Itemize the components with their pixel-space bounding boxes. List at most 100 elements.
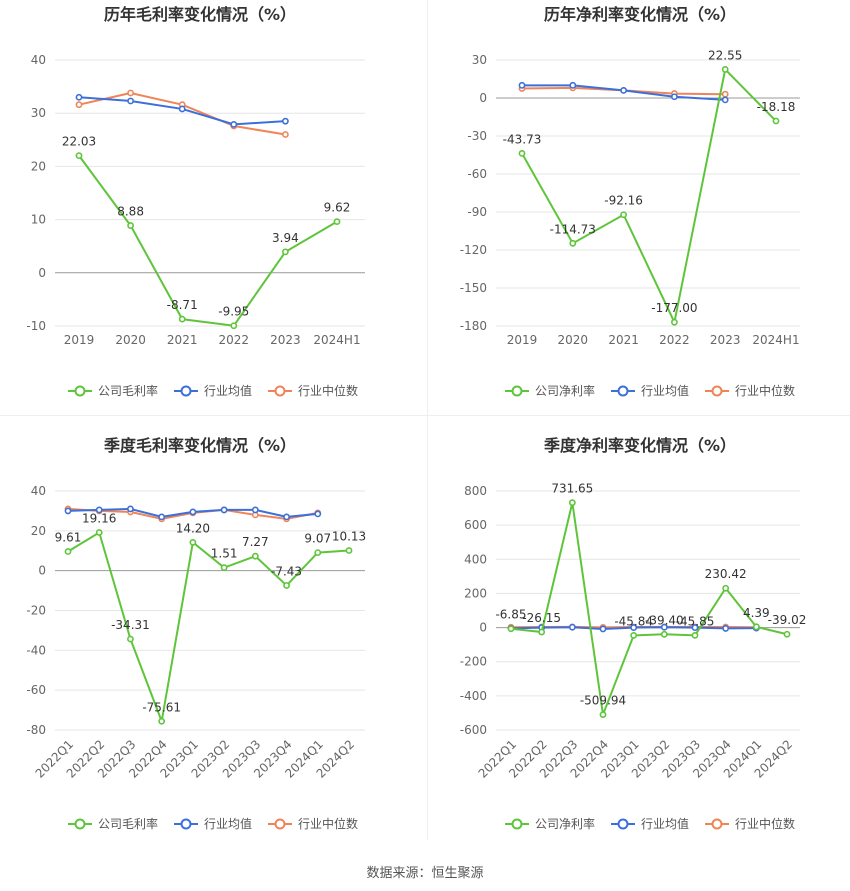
data-label: -43.73 [503,132,542,146]
data-label: 9.62 [324,201,351,215]
y-tick-label: -30 [467,129,487,143]
data-label: -8.71 [167,298,198,312]
y-tick-label: -120 [460,243,487,257]
data-label: -39.40 [645,613,684,627]
y-tick-label: -80 [26,723,46,737]
data-point-company [345,547,353,554]
data-label: -34.31 [111,618,150,632]
data-label: 8.88 [117,205,144,219]
data-point-company [178,315,186,323]
data-point-company [772,117,780,125]
data-point-company [220,564,228,572]
data-point-company [507,625,515,633]
data-label: 10.13 [332,529,366,543]
data-point-avg [671,93,678,101]
legend-label: 行业均值 [641,816,689,831]
x-tick-label: 2023 [270,333,301,347]
data-label: -9.95 [218,305,249,319]
data-point-avg [75,93,83,101]
x-tick-label: 2024H1 [752,333,799,347]
y-tick-label: 30 [31,106,46,120]
legend-item: 公司净利率 [505,816,595,831]
series-line-company [521,67,777,326]
y-tick-label: 0 [38,564,46,578]
data-label: 9.07 [304,532,331,546]
data-point-company [230,322,238,330]
y-tick-label: 200 [464,586,487,600]
data-point-median [281,131,289,138]
x-tick-label: 2021 [608,333,639,347]
data-point-avg [251,506,259,514]
legend-label: 行业中位数 [298,383,358,398]
y-tick-label: 40 [31,484,46,498]
y-tick-label: -90 [467,205,487,219]
legend-marker [711,385,723,397]
legend-label: 公司毛利率 [98,816,158,831]
y-tick-label: 30 [472,53,487,67]
legend-item: 公司毛利率 [68,383,158,398]
x-tick-label: 2023 [710,333,741,347]
legend-marker [74,385,86,397]
legend-label: 行业中位数 [735,383,795,398]
data-point-company [721,66,729,73]
y-tick-label: 40 [31,53,46,67]
y-tick-label: -200 [460,655,487,669]
legend-marker [617,385,629,397]
legend-label: 公司净利率 [535,816,595,831]
data-label: -7.43 [271,564,302,578]
legend-item: 公司毛利率 [68,816,158,831]
data-point-avg [220,506,228,514]
data-label: 19.16 [82,512,116,526]
legend-label: 公司净利率 [535,383,595,398]
x-tick-label: 2019 [64,333,95,347]
data-point-avg [95,506,103,514]
chart-panel-4: 季度净利率变化情况（%）8006004002000-200-400-600202… [460,436,807,831]
data-point-avg [127,97,134,105]
y-tick-label: -180 [460,319,487,333]
data-point-company [752,623,760,631]
chart-title: 季度毛利率变化情况（%） [103,436,296,455]
data-point-avg [189,508,197,516]
data-point-company [620,211,627,219]
x-tick-label: 2022 [659,333,690,347]
data-label: -45.85 [676,614,715,628]
data-point-avg [599,625,607,633]
x-tick-label: 2020 [115,333,146,347]
y-tick-label: -400 [460,689,487,703]
y-tick-label: -20 [26,604,46,618]
legend-marker [180,818,192,830]
data-label: 22.03 [62,135,96,149]
y-tick-label: -60 [467,167,487,181]
data-label: 4.39 [743,606,770,620]
data-label: -177.00 [651,301,697,315]
x-tick-label: 2024H1 [313,333,360,347]
data-point-company [518,149,526,157]
x-tick-label: 2021 [167,333,198,347]
data-point-median [75,101,83,109]
legend-marker [274,818,286,830]
chart-title: 历年净利率变化情况（%） [544,5,736,24]
y-tick-label: 20 [31,159,46,173]
chart-title: 季度净利率变化情况（%） [543,436,736,455]
y-tick-label: 0 [479,91,487,105]
data-label: -509.94 [580,694,626,708]
vertical-divider [427,0,428,840]
data-point-company [599,711,607,719]
data-point-avg [281,117,289,125]
legend-label: 行业中位数 [298,816,358,831]
data-point-avg [691,624,699,631]
data-point-company [189,538,197,546]
y-tick-label: 20 [31,524,46,538]
horizontal-divider [0,415,850,416]
x-tick-label: 2020 [558,333,589,347]
series-line-company [78,155,338,327]
data-point-company [158,717,166,725]
legend-item: 行业均值 [611,383,689,398]
y-tick-label: -150 [460,281,487,295]
data-point-avg [721,96,729,104]
data-label: -45.84 [614,614,653,628]
y-tick-label: -10 [26,319,46,333]
y-tick-label: 600 [464,518,487,532]
data-label: 22.55 [708,48,742,62]
data-label: 731.65 [551,482,593,496]
